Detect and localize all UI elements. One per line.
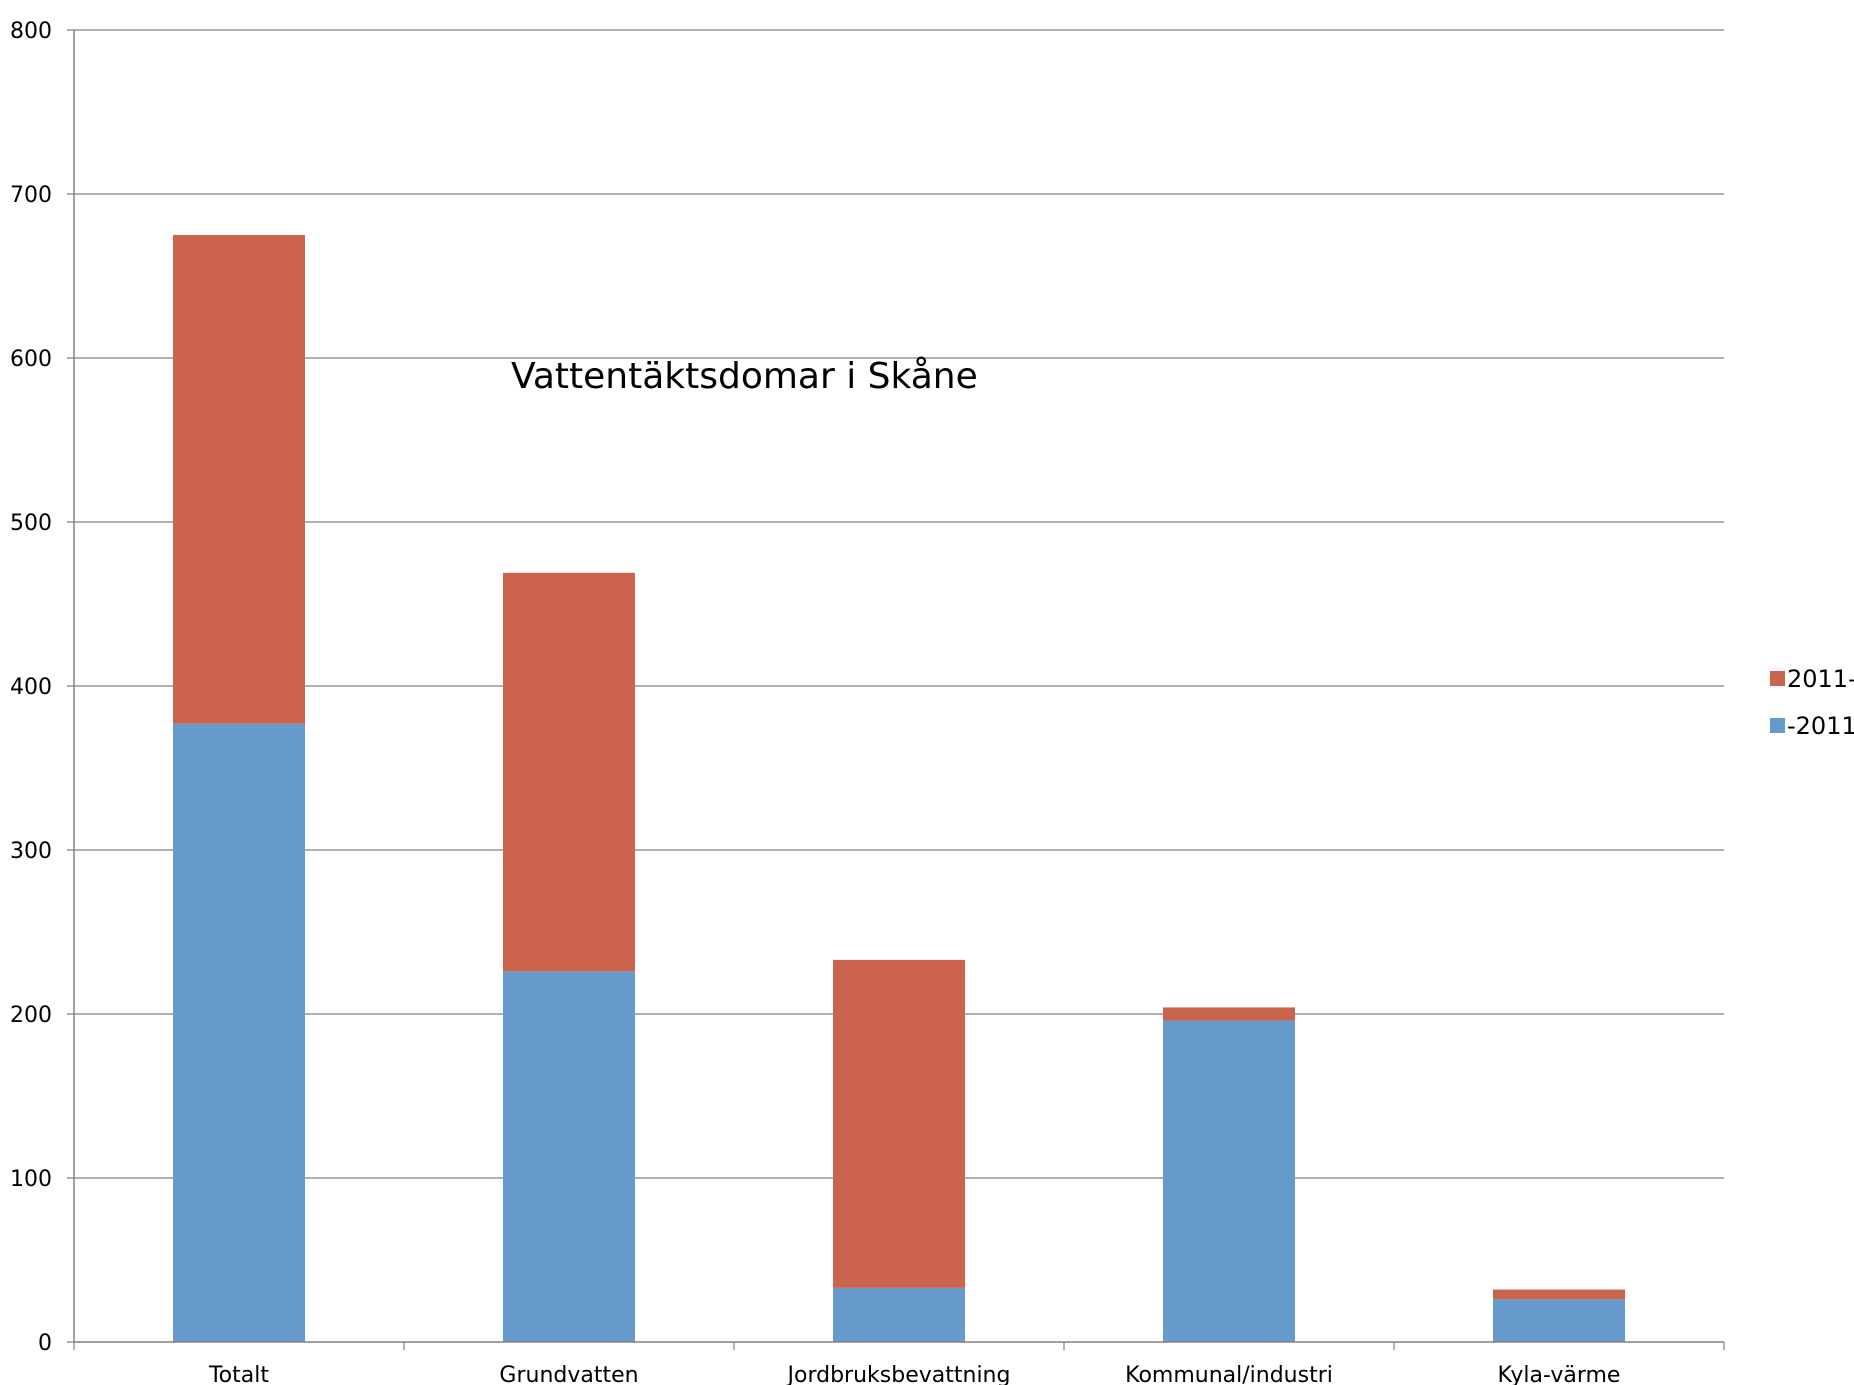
y-tick-label: 700: [10, 183, 52, 208]
y-tick-label: 200: [10, 1003, 52, 1028]
y-tick-label: 0: [38, 1331, 52, 1356]
y-tick-labels: 0 100 200 300 400 500 600 700 800: [10, 19, 52, 1356]
legend-label: -2011: [1787, 712, 1854, 740]
bar-segment: [173, 235, 305, 724]
bar-segment: [1163, 1007, 1295, 1021]
y-tick-label: 400: [10, 675, 52, 700]
x-tick-label: Kyla-värme: [1498, 1363, 1621, 1385]
y-tick-label: 500: [10, 511, 52, 536]
legend: 2011- -2011: [1770, 665, 1854, 740]
x-tick-labels: Totalt Grundvatten Jordbruksbevattning Komm…: [208, 1363, 1620, 1385]
bars: [173, 235, 1625, 1342]
bar-segment: [503, 971, 635, 1342]
bar-segment: [833, 959, 965, 1288]
bar-segment: [503, 572, 635, 972]
x-tick-label: Jordbruksbevattning: [786, 1363, 1011, 1385]
bar-segment: [173, 723, 305, 1342]
x-tick-label: Totalt: [208, 1363, 269, 1385]
legend-label: 2011-: [1787, 665, 1854, 693]
bar-segment: [1163, 1020, 1295, 1342]
gridlines: [67, 29, 1725, 1350]
axes: [73, 30, 1724, 1343]
bar-segment: [1493, 1289, 1625, 1300]
y-tick-label: 100: [10, 1167, 52, 1192]
x-tick-label: Grundvatten: [499, 1363, 638, 1385]
y-tick-label: 300: [10, 839, 52, 864]
legend-swatch: [1770, 718, 1785, 733]
legend-swatch: [1770, 671, 1785, 686]
x-tick-label: Kommunal/industri: [1125, 1363, 1333, 1385]
y-tick-label: 800: [10, 19, 52, 44]
bar-segment: [833, 1287, 965, 1342]
chart-title: Vattentäktsdomar i Skåne: [511, 356, 978, 397]
bar-segment: [1493, 1299, 1625, 1342]
y-tick-label: 600: [10, 347, 52, 372]
